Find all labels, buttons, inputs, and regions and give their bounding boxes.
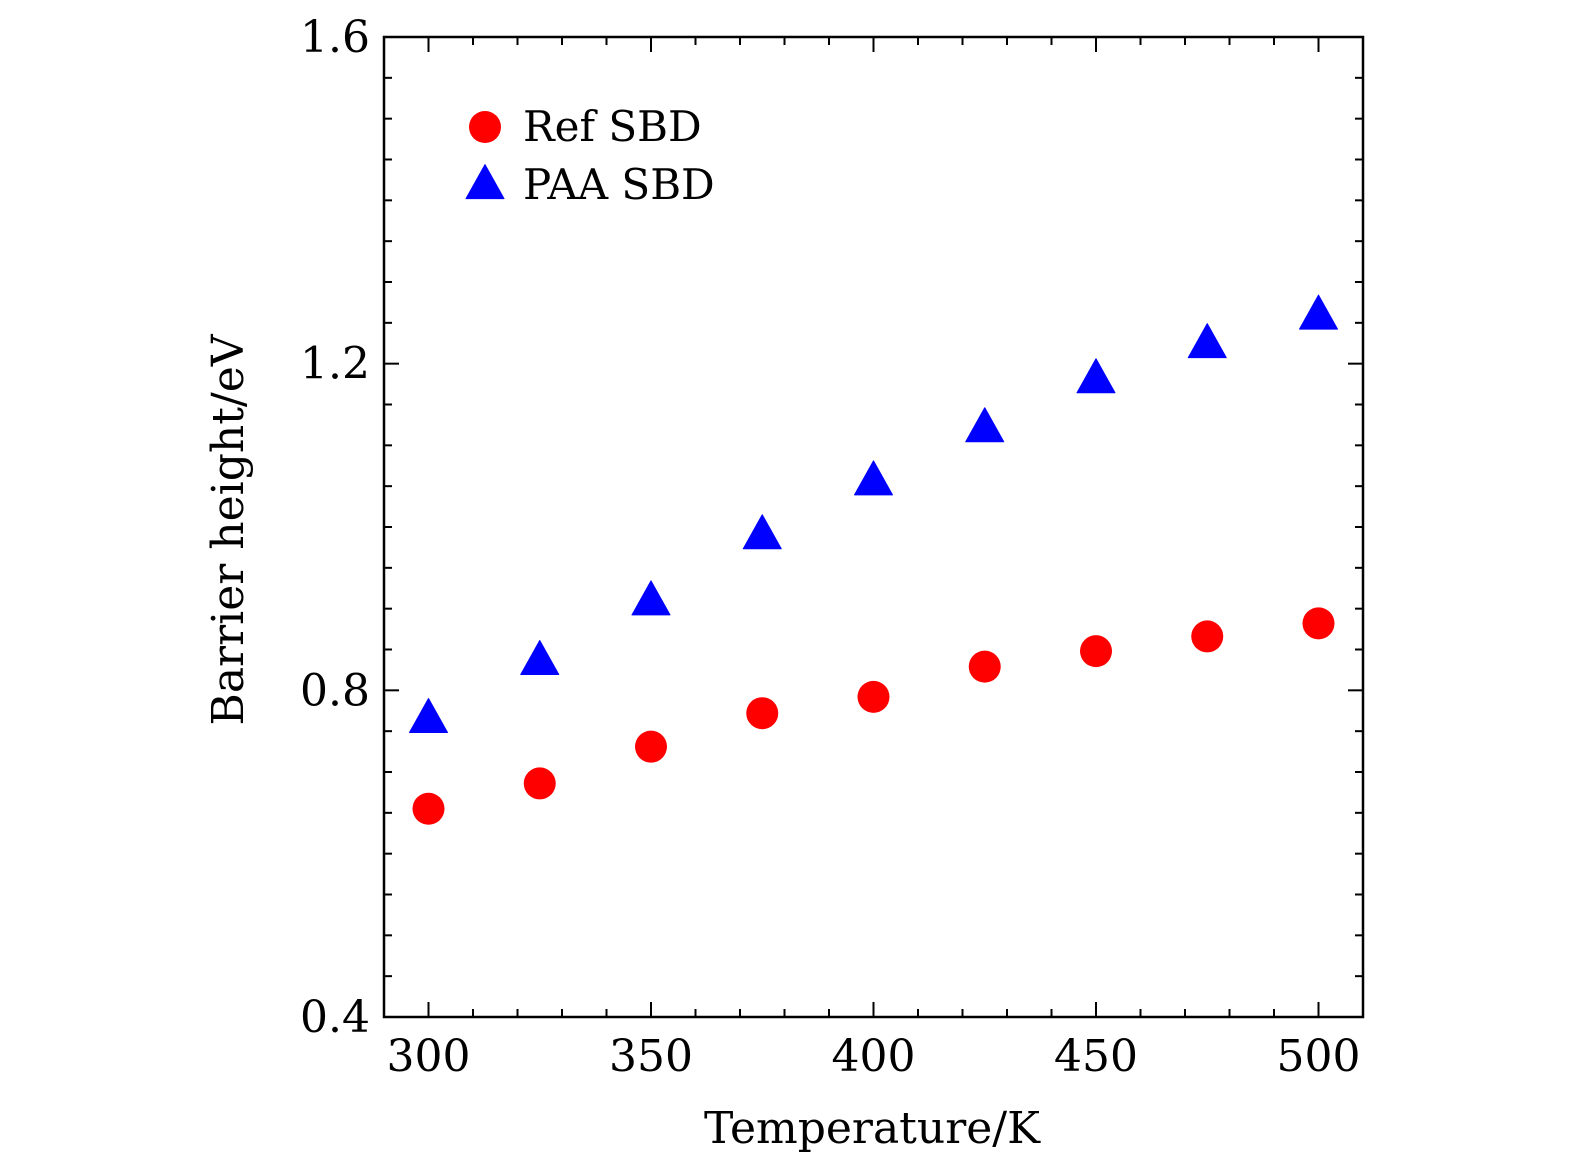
y-tick-label: 1.2 (300, 339, 370, 390)
data-point (1191, 620, 1224, 653)
x-tick-label: 300 (387, 1031, 471, 1082)
data-point (1080, 635, 1112, 668)
x-tick-label: 350 (609, 1031, 693, 1082)
data-point (1076, 358, 1116, 394)
data-point (968, 650, 1001, 683)
x-tick-label: 450 (1054, 1031, 1138, 1082)
data-point (635, 730, 667, 763)
legend-label: PAA SBD (523, 160, 715, 209)
axis-ticks (384, 36, 1363, 1018)
legend: Ref SBD PAA SBD (465, 102, 715, 209)
y-axis-title: Barrier height/eV (203, 333, 254, 725)
legend-marker (469, 111, 501, 143)
data-point (1299, 294, 1338, 330)
data-point (409, 698, 448, 734)
data-point (857, 680, 890, 713)
data-point (631, 580, 671, 616)
data-point (1187, 323, 1227, 359)
data-point (412, 792, 445, 825)
data-point (965, 407, 1005, 443)
x-tick-label: 400 (832, 1031, 916, 1082)
y-tick-label: 1.6 (300, 12, 370, 63)
data-point (1302, 607, 1335, 640)
series-paa-sbd (409, 294, 1338, 734)
data-markers (409, 294, 1338, 825)
axis-tick-labels: 300 350 400 450 500 0.4 0.8 1.2 1.6 (300, 12, 1360, 1082)
data-point (746, 697, 779, 730)
data-point (520, 640, 560, 676)
x-tick-label: 500 (1277, 1031, 1361, 1082)
data-point (523, 767, 556, 800)
x-axis-title: Temperature/K (704, 1103, 1041, 1154)
legend-label: Ref SBD (523, 102, 702, 151)
legend-marker (465, 164, 505, 200)
data-point (854, 460, 893, 496)
data-point (742, 514, 782, 550)
series-ref-sbd (412, 607, 1335, 825)
y-tick-label: 0.4 (300, 992, 370, 1043)
y-tick-label: 0.8 (300, 665, 370, 716)
